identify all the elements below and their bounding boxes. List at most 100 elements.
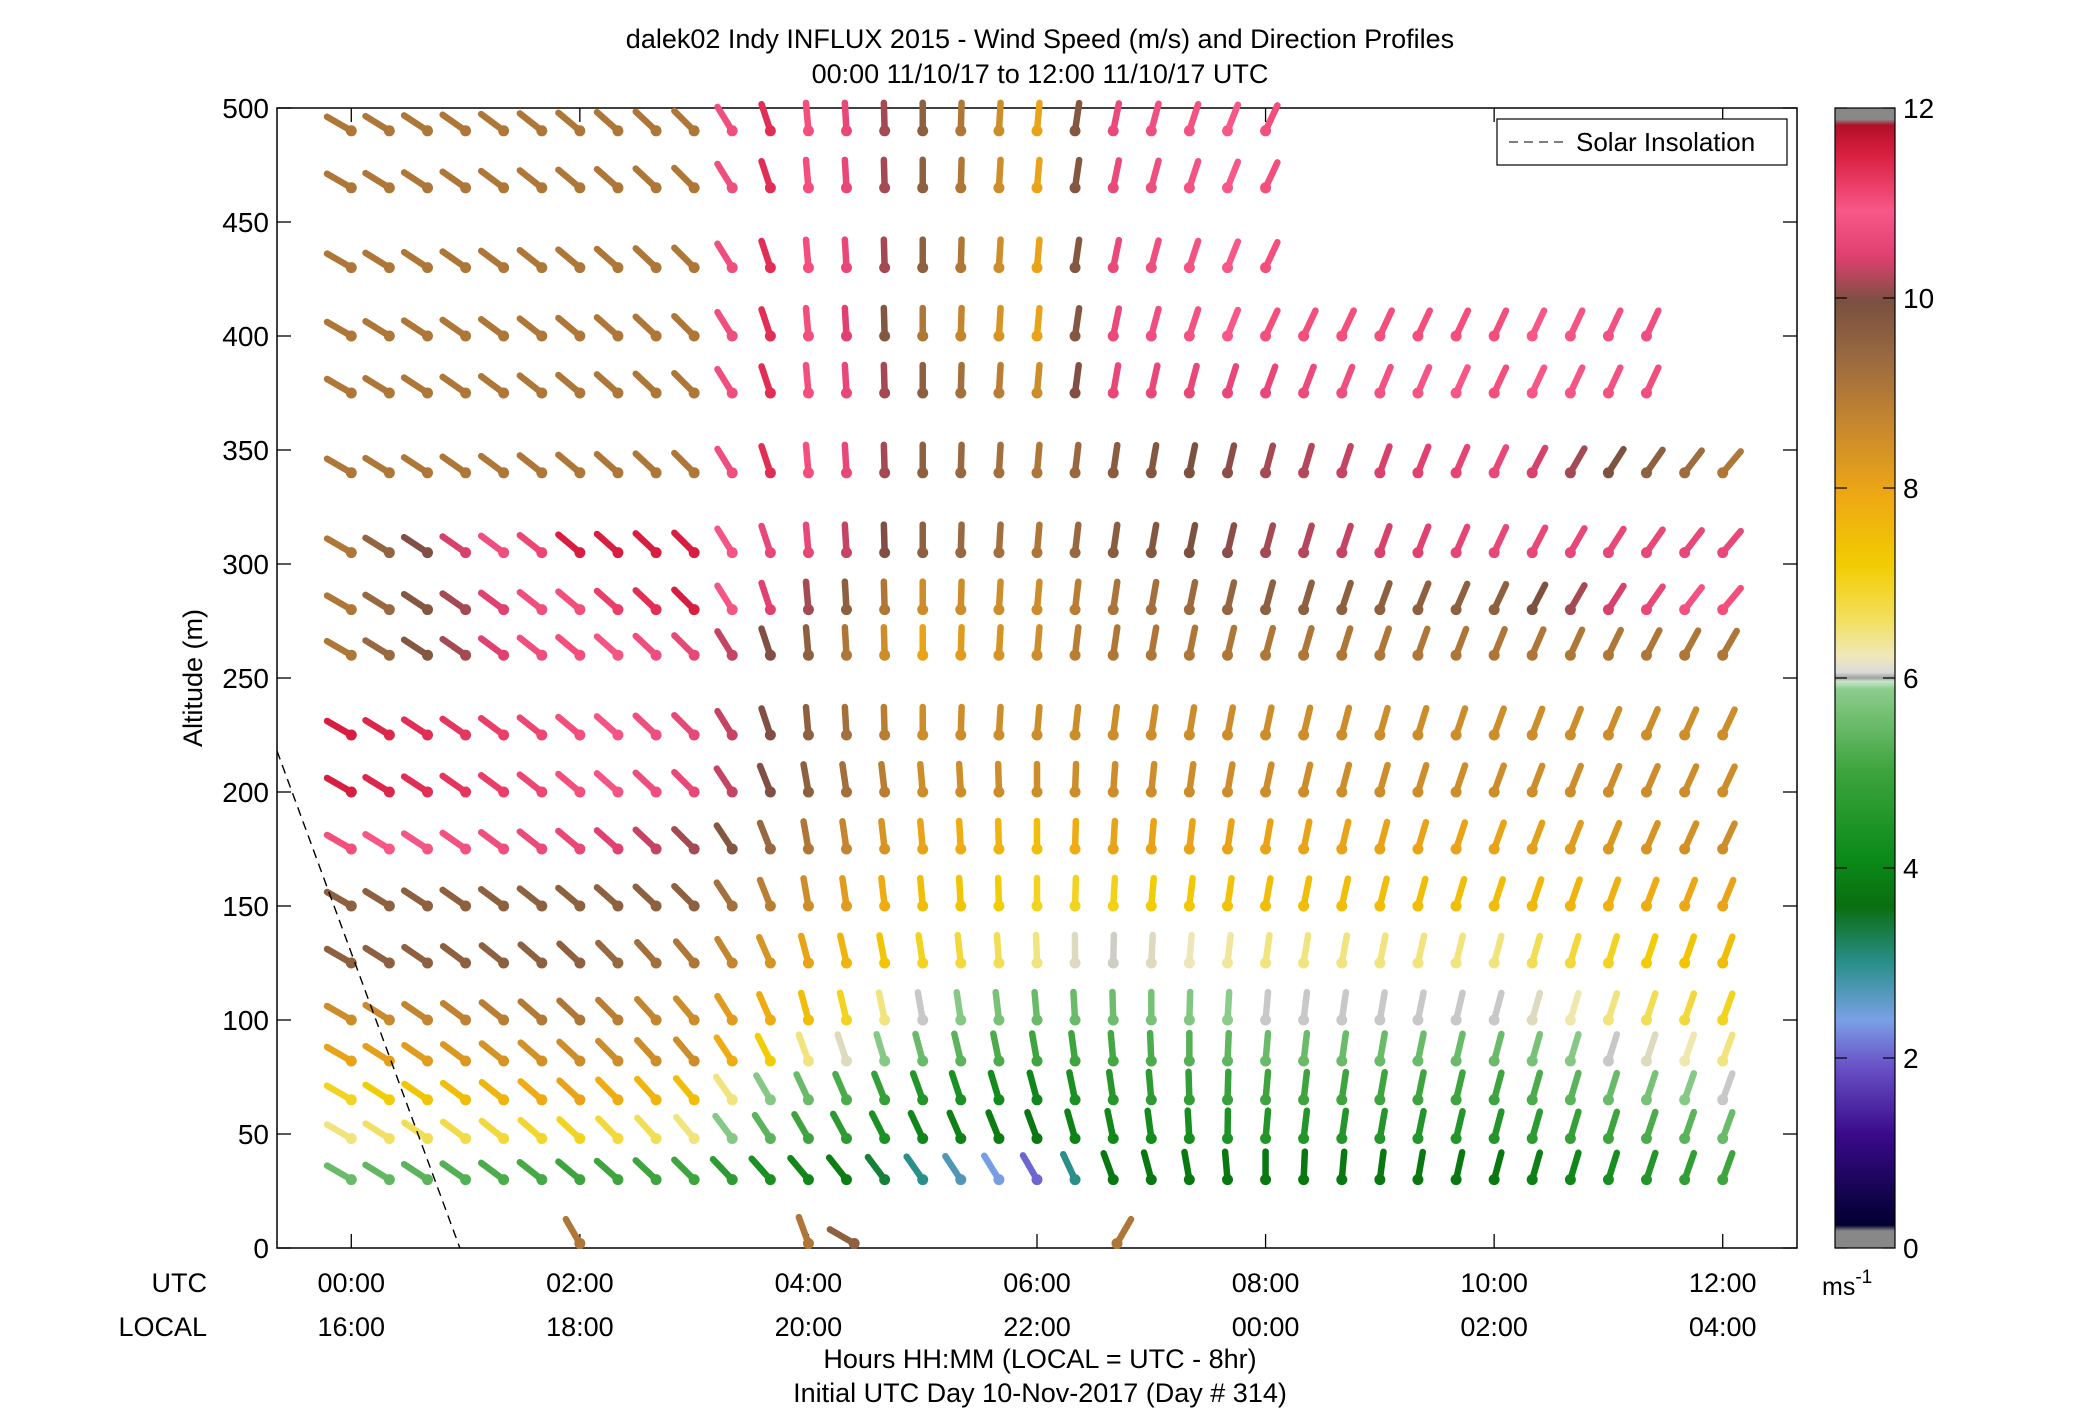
wind-barb xyxy=(400,169,434,194)
wind-barb xyxy=(1145,237,1162,274)
wind-barb xyxy=(802,578,814,616)
wind-barb xyxy=(362,1161,395,1186)
wind-barb xyxy=(839,818,852,855)
wind-barb xyxy=(362,454,395,479)
colorbar-tick-label: 8 xyxy=(1903,473,1919,504)
wind-barb xyxy=(878,817,891,855)
wind-barb xyxy=(1488,932,1505,969)
colorbar-tick-label: 2 xyxy=(1903,1043,1919,1074)
wind-barb xyxy=(439,168,472,194)
wind-barb xyxy=(955,874,967,912)
plot-area xyxy=(276,107,1798,1249)
wind-barb xyxy=(323,774,357,798)
wind-barb xyxy=(797,932,814,969)
wind-barb xyxy=(671,312,700,342)
wind-barb xyxy=(1488,364,1510,399)
wind-barb xyxy=(837,932,852,969)
wind-barb xyxy=(1526,932,1544,969)
wind-barb xyxy=(756,876,776,912)
wind-barb xyxy=(1374,580,1393,616)
wind-barb xyxy=(802,441,814,479)
wind-barb xyxy=(1183,931,1195,969)
wind-barb xyxy=(917,441,929,479)
wind-barb xyxy=(1602,1069,1621,1106)
wind-barb xyxy=(323,1082,357,1106)
wind-barb xyxy=(714,582,738,616)
wind-barb xyxy=(1412,1030,1427,1067)
surface-wind-barb xyxy=(795,1213,814,1249)
wind-barb xyxy=(985,1109,1005,1145)
wind-barb xyxy=(477,316,510,342)
wind-barb xyxy=(1679,763,1700,798)
wind-barb xyxy=(1336,579,1354,616)
wind-barb xyxy=(1488,307,1510,342)
wind-barb xyxy=(632,632,662,661)
wind-barb xyxy=(439,533,472,559)
wind-barb xyxy=(478,1117,510,1145)
wind-barb xyxy=(1031,361,1043,399)
wind-barb xyxy=(516,885,548,912)
wind-barb xyxy=(1336,818,1352,855)
wind-barb xyxy=(1640,1031,1659,1067)
wind-barb xyxy=(1145,874,1157,912)
wind-barb xyxy=(1069,817,1081,855)
wind-barb xyxy=(1260,1107,1272,1145)
wind-barb xyxy=(516,531,548,559)
wind-barb xyxy=(439,1000,472,1026)
wind-barb xyxy=(1183,578,1199,616)
wind-barb xyxy=(1260,1068,1272,1106)
wind-barb xyxy=(714,707,738,741)
wind-barb xyxy=(1564,445,1588,479)
wind-barb xyxy=(955,441,967,479)
wind-barb xyxy=(1526,626,1547,661)
wind-barb xyxy=(1298,363,1317,399)
wind-barb xyxy=(1717,820,1738,855)
wind-barb xyxy=(1640,990,1659,1026)
wind-barb xyxy=(1679,1108,1698,1145)
wind-barb xyxy=(1222,238,1242,274)
wind-barb xyxy=(439,829,472,855)
wind-barb xyxy=(1183,306,1202,342)
wind-barb xyxy=(1374,363,1394,399)
wind-barb xyxy=(517,941,548,969)
wind-barb xyxy=(1564,525,1588,559)
wind-barb xyxy=(1145,157,1162,194)
wind-barb xyxy=(1526,762,1546,798)
wind-barb xyxy=(362,318,395,342)
wind-barb xyxy=(878,760,891,798)
colorbar-tick-label: 10 xyxy=(1903,283,1934,314)
wind-barb xyxy=(1260,363,1279,399)
wind-barb xyxy=(1107,305,1123,342)
wind-barb xyxy=(955,361,967,399)
wind-barb xyxy=(1450,1108,1466,1145)
wind-barb xyxy=(323,113,357,137)
wind-barb xyxy=(1526,819,1546,855)
wind-barb xyxy=(1412,989,1427,1026)
wind-barb xyxy=(516,634,548,661)
wind-barb xyxy=(1679,584,1705,616)
wind-barb xyxy=(516,372,548,399)
wind-barb xyxy=(864,1153,891,1186)
wind-barb xyxy=(1336,932,1351,969)
wind-barb xyxy=(832,1070,852,1106)
wind-barb xyxy=(1031,236,1043,274)
wind-barb xyxy=(477,452,510,479)
wind-barb xyxy=(1488,989,1505,1026)
wind-barb xyxy=(1564,364,1586,399)
wind-barb xyxy=(1145,817,1157,855)
wind-barb xyxy=(758,157,776,194)
wind-barb xyxy=(1602,626,1624,661)
wind-barb xyxy=(593,713,624,741)
wind-barb xyxy=(323,888,357,912)
wind-barb xyxy=(400,248,434,274)
wind-barb xyxy=(1183,624,1199,661)
wind-barb xyxy=(634,939,662,969)
wind-barb xyxy=(1260,932,1273,969)
wind-barb xyxy=(556,1077,586,1106)
wind-barb xyxy=(1412,625,1431,661)
wind-barb xyxy=(1336,307,1357,342)
wind-barb xyxy=(1145,441,1160,479)
wind-barb xyxy=(1564,1069,1582,1106)
wind-barb xyxy=(1107,521,1121,559)
